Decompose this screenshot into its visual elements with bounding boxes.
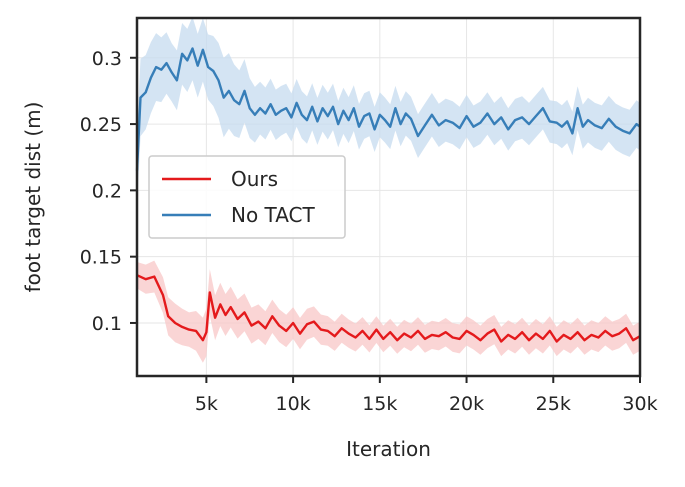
y-tick-label: 0.2 — [92, 180, 122, 202]
legend-label-1: No TACT — [231, 203, 316, 227]
x-axis-label: Iteration — [346, 437, 431, 461]
legend-box — [148, 155, 346, 239]
series-line-1 — [135, 47, 641, 171]
y-tick-label: 0.15 — [80, 247, 122, 269]
x-tick-label: 20k — [449, 393, 484, 415]
series-line-0 — [136, 274, 641, 343]
x-tick-label: 15k — [362, 393, 397, 415]
x-tick-label: 25k — [536, 393, 571, 415]
legend-label-0: Ours — [231, 167, 278, 191]
x-tick-label: 30k — [622, 393, 657, 415]
y-tick-label: 0.1 — [92, 313, 122, 335]
plot-frame — [135, 16, 642, 378]
y-axis-label: foot target dist (m) — [21, 102, 45, 293]
y-tick-label: 0.3 — [92, 48, 122, 70]
confidence-band-0 — [137, 260, 640, 363]
x-tick-label: 10k — [276, 393, 311, 415]
x-tick-label: 5k — [195, 393, 218, 415]
confidence-band-1 — [137, 16, 640, 211]
y-tick-label: 0.25 — [80, 114, 122, 136]
